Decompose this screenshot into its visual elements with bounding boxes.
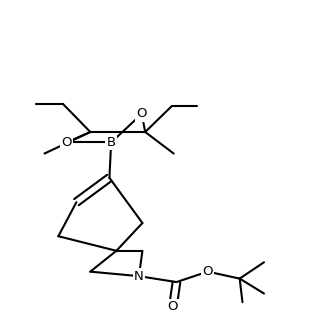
Text: B: B — [107, 136, 116, 149]
Text: O: O — [168, 300, 178, 313]
Text: O: O — [203, 265, 213, 278]
Text: N: N — [134, 270, 144, 283]
Text: O: O — [61, 136, 72, 149]
Text: O: O — [137, 108, 147, 120]
